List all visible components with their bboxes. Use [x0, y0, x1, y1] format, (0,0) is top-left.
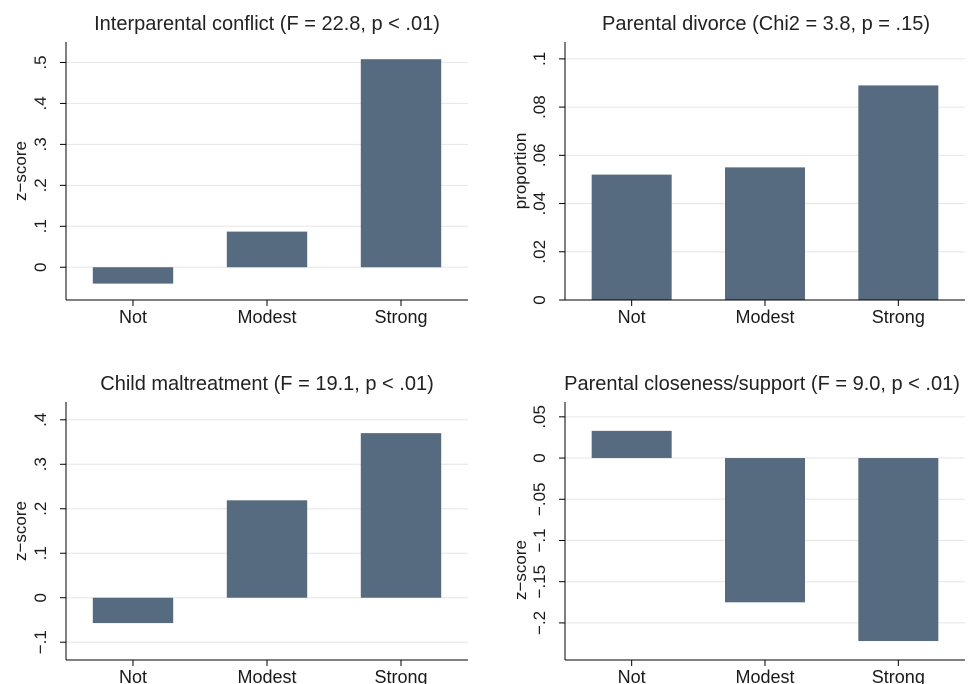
x-tick-label: Modest [237, 307, 296, 327]
y-tick-label: .3 [31, 457, 50, 471]
bar-not [591, 174, 672, 300]
bar-not [92, 267, 174, 284]
y-tick-label: .1 [31, 219, 50, 233]
y-tick-label: .05 [530, 405, 549, 429]
chart-title: Parental divorce (Chi2 = 3.8, p = .15) [602, 13, 930, 35]
x-tick-label: Not [618, 307, 646, 327]
x-tick-label: Strong [374, 667, 427, 684]
y-tick-label: 0 [31, 263, 50, 272]
x-tick-label: Modest [735, 667, 794, 684]
bar-strong [360, 59, 442, 268]
y-axis-label: z−score [11, 141, 30, 201]
chart-panel-interparental-conflict: Interparental conflict (F = 22.8, p < .0… [11, 13, 468, 327]
y-tick-label: 0 [530, 295, 549, 304]
bar-not [591, 430, 672, 459]
chart-panel-parental-divorce: Parental divorce (Chi2 = 3.8, p = .15) p… [511, 13, 965, 327]
chart-panel-parental-closeness: Parental closeness/support (F = 9.0, p <… [511, 373, 965, 684]
y-tick-label: 0 [530, 453, 549, 462]
chart-panel-child-maltreatment: Child maltreatment (F = 19.1, p < .01) z… [11, 373, 468, 684]
y-tick-label: .1 [31, 546, 50, 560]
x-tick-label: Strong [872, 667, 925, 684]
chart-title: Parental closeness/support (F = 9.0, p <… [564, 373, 960, 395]
y-axis-label: z−score [11, 501, 30, 561]
y-tick-label: .1 [530, 52, 549, 66]
chart-title: Child maltreatment (F = 19.1, p < .01) [100, 373, 434, 395]
y-tick-label: .08 [530, 95, 549, 119]
bar-not [92, 597, 174, 624]
x-tick-label: Modest [237, 667, 296, 684]
y-tick-label: .5 [31, 55, 50, 69]
y-tick-label: .4 [31, 413, 50, 427]
y-tick-label: −.2 [530, 611, 549, 635]
y-tick-label: .2 [31, 502, 50, 516]
y-tick-label: −.05 [530, 482, 549, 516]
bar-modest [725, 458, 805, 603]
x-tick-label: Strong [872, 307, 925, 327]
y-tick-label: .3 [31, 137, 50, 151]
bar-strong [858, 458, 939, 642]
y-tick-label: .04 [530, 192, 549, 216]
y-tick-label: −.1 [530, 528, 549, 552]
y-tick-label: .4 [31, 96, 50, 110]
y-axis-label: z−score [511, 540, 530, 600]
bar-modest [226, 500, 308, 598]
x-tick-label: Modest [735, 307, 794, 327]
y-tick-label: .2 [31, 178, 50, 192]
y-axis-label: proportion [511, 133, 530, 210]
x-tick-label: Not [119, 307, 147, 327]
x-tick-label: Not [618, 667, 646, 684]
bar-modest [226, 231, 308, 268]
x-tick-label: Not [119, 667, 147, 684]
y-tick-label: .02 [530, 240, 549, 264]
bar-strong [858, 85, 939, 300]
y-tick-label: −.15 [530, 565, 549, 599]
chart-title: Interparental conflict (F = 22.8, p < .0… [94, 13, 440, 35]
y-tick-label: .06 [530, 144, 549, 168]
y-tick-label: −.1 [31, 630, 50, 654]
x-tick-label: Strong [374, 307, 427, 327]
bar-strong [360, 433, 442, 598]
bar-modest [725, 167, 805, 300]
y-tick-label: 0 [31, 593, 50, 602]
